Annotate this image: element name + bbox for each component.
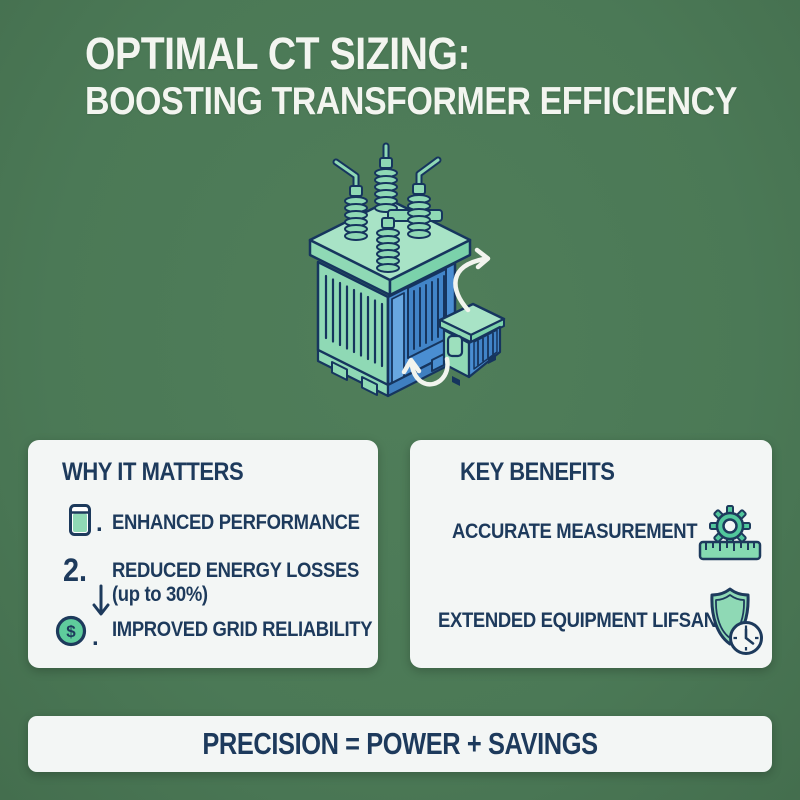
transformer-lid (308, 198, 472, 297)
list-marker-period: . (92, 624, 99, 651)
page-title-line1: OPTIMAL CT SIZING: (85, 28, 471, 79)
down-arrow-icon (92, 584, 110, 616)
benefits-card-title: KEY BENEFITS (460, 458, 615, 486)
why-item-3: IMPROVED GRID RELIABILITY (112, 618, 373, 641)
list-marker-period: . (96, 510, 103, 537)
why-item-2-sub: (up to 30%) (112, 583, 208, 606)
why-item-2: REDUCED ENERGY LOSSES (112, 559, 359, 582)
ct-unit-illustration (438, 302, 506, 386)
dollar-symbol: $ (66, 622, 76, 641)
why-it-matters-card: WHY IT MATTERS . ENHANCED PERFORMANCE 2.… (28, 440, 378, 668)
dollar-coin-icon: $ (55, 615, 87, 647)
shield-clock-icon (710, 587, 763, 655)
arrow-to-ct-icon (453, 247, 491, 313)
radiator-fins (413, 275, 445, 350)
banner-text: PRECISION = POWER + SAVINGS (202, 726, 598, 761)
bushing-bar (387, 209, 443, 222)
why-item-1: ENHANCED PERFORMANCE (112, 511, 360, 534)
radiator-fins (324, 274, 384, 368)
arrow-loop-icon (401, 356, 450, 387)
list-marker-2: 2. (63, 552, 88, 588)
bushing-icon (344, 185, 368, 241)
battery-icon (69, 504, 91, 536)
ct-panel-door (446, 334, 464, 358)
benefit-item-2: EXTENDED EQUIPMENT LIFSAN (438, 609, 717, 632)
bushing-icon (407, 183, 431, 239)
why-card-title: WHY IT MATTERS (62, 458, 244, 486)
transformer-body (316, 260, 457, 398)
bushing-rod-icons (332, 142, 442, 196)
bottom-banner: PRECISION = POWER + SAVINGS (28, 716, 772, 772)
bushing-icon (376, 217, 400, 273)
key-benefits-card: KEY BENEFITS ACCURATE MEASUREMENT (410, 440, 772, 668)
gear-ruler-icon (698, 505, 762, 561)
bushing-icon (374, 157, 398, 213)
page-title-line2: BOOSTING TRANSFORMER EFFICIENCY (85, 80, 737, 123)
benefit-item-1: ACCURATE MEASUREMENT (452, 520, 698, 543)
